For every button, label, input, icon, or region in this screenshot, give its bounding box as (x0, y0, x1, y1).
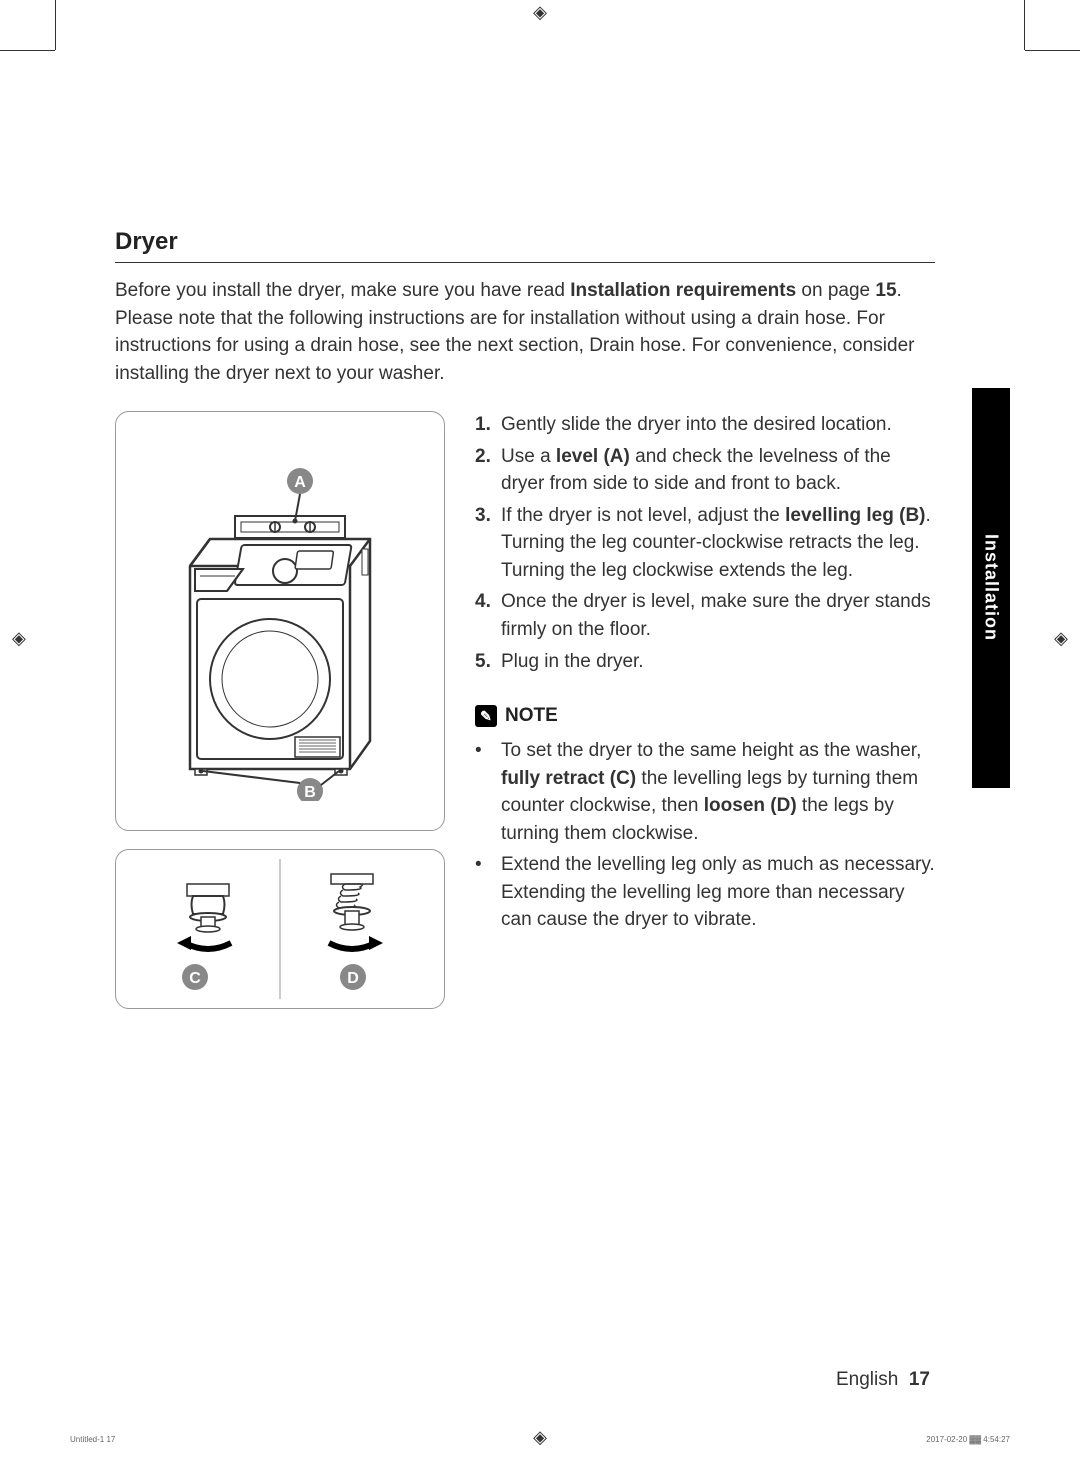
side-tab-label: Installation (981, 534, 1002, 641)
note-item: • Extend the levelling leg only as much … (475, 851, 935, 934)
step-number: 1. (475, 411, 501, 439)
intro-bold: 15 (875, 280, 896, 301)
registration-mark-icon: ◈ (1054, 628, 1068, 649)
crop-mark (0, 50, 55, 51)
note-icon: ✎ (475, 705, 497, 727)
step-item: 5. Plug in the dryer. (475, 648, 935, 676)
steps-list: 1. Gently slide the dryer into the desir… (475, 411, 935, 675)
step-text: Plug in the dryer. (501, 648, 935, 676)
registration-mark-icon: ◈ (533, 2, 547, 23)
svg-text:C: C (189, 970, 201, 987)
note-label: NOTE (505, 705, 558, 727)
note-text: Extend the levelling leg only as much as… (501, 851, 935, 934)
step-number: 5. (475, 648, 501, 676)
print-footer: Untitled-1 17 2017-02-20 ▓▓ 4:54:27 (70, 1435, 1010, 1444)
dryer-illustration: A (115, 411, 445, 831)
legs-illustration: C D (115, 849, 445, 1009)
note-text: To set the dryer to the same height as t… (501, 737, 935, 847)
two-column-layout: A (115, 411, 935, 1027)
footer-language: English (836, 1369, 898, 1390)
svg-text:B: B (304, 784, 316, 801)
page-content: Dryer Before you install the dryer, make… (115, 228, 935, 1027)
step-item: 2. Use a level (A) and check the levelne… (475, 443, 935, 498)
svg-text:A: A (294, 474, 306, 491)
bullet: • (475, 851, 501, 934)
crop-mark (55, 0, 56, 50)
print-date: 2017-02-20 ▓▓ 4:54:27 (926, 1435, 1010, 1444)
intro-paragraph: Before you install the dryer, make sure … (115, 277, 935, 387)
dryer-svg-icon: A (155, 441, 405, 801)
page-number: 17 (909, 1369, 930, 1390)
step-text: Use a level (A) and check the levelness … (501, 443, 935, 498)
crop-mark (1025, 50, 1080, 51)
step-number: 4. (475, 588, 501, 643)
intro-bold: Installation requirements (570, 280, 796, 301)
step-item: 3. If the dryer is not level, adjust the… (475, 502, 935, 585)
step-text: Gently slide the dryer into the desired … (501, 411, 935, 439)
registration-mark-icon: ◈ (12, 628, 26, 649)
svg-text:D: D (347, 970, 359, 987)
step-item: 1. Gently slide the dryer into the desir… (475, 411, 935, 439)
side-tab: Installation (972, 388, 1010, 788)
left-column: A (115, 411, 445, 1027)
right-column: 1. Gently slide the dryer into the desir… (475, 411, 935, 1027)
intro-text: on page (796, 280, 875, 301)
bullet: • (475, 737, 501, 847)
print-file: Untitled-1 17 (70, 1435, 115, 1444)
intro-text: Before you install the dryer, make sure … (115, 280, 570, 301)
step-item: 4. Once the dryer is level, make sure th… (475, 588, 935, 643)
step-text: Once the dryer is level, make sure the d… (501, 588, 935, 643)
page-footer: English 17 (836, 1369, 930, 1391)
step-number: 3. (475, 502, 501, 585)
step-number: 2. (475, 443, 501, 498)
legs-svg-icon: C D (135, 859, 425, 999)
step-text: If the dryer is not level, adjust the le… (501, 502, 935, 585)
note-header: ✎ NOTE (475, 705, 935, 727)
note-item: • To set the dryer to the same height as… (475, 737, 935, 847)
section-title: Dryer (115, 228, 935, 263)
crop-mark (1024, 0, 1025, 50)
note-list: • To set the dryer to the same height as… (475, 737, 935, 934)
